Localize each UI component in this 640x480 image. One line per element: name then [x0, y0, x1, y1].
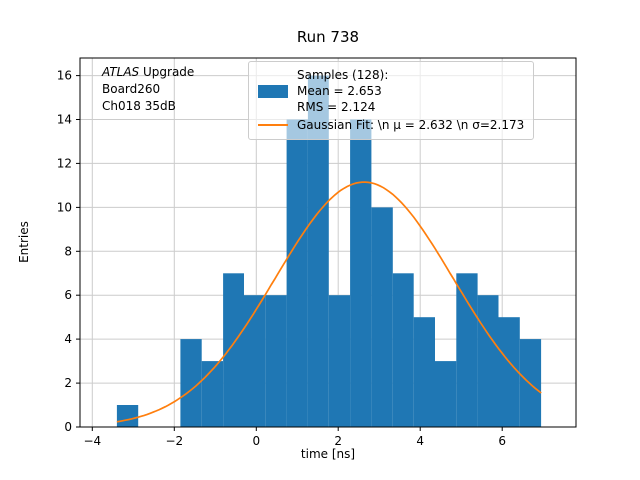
y-tick-label: 12: [57, 156, 72, 170]
histogram-bar: [413, 317, 435, 427]
legend-entry-samples: Samples (128): Mean = 2.653 RMS = 2.124: [258, 67, 524, 115]
gaussian-fit-curve: [116, 181, 542, 423]
annotation-upgrade: Upgrade: [139, 65, 195, 79]
annotation-box: ATLAS Upgrade Board260 Ch018 35dB: [102, 64, 194, 115]
legend: Samples (128): Mean = 2.653 RMS = 2.124 …: [248, 61, 535, 140]
annotation-board: Board260: [102, 82, 161, 96]
fit-line-swatch: [258, 124, 288, 126]
y-tick-label: 8: [64, 244, 72, 258]
histogram-bar: [307, 75, 329, 427]
axes-frame: [79, 57, 577, 428]
histogram-bar: [286, 119, 308, 427]
x-tick-label: 6: [498, 434, 506, 448]
samples-color-swatch: [258, 84, 288, 98]
histogram-bar: [456, 273, 478, 428]
x-tick-label: −4: [83, 434, 101, 448]
histogram-bar: [371, 207, 393, 427]
annotation-atlas: ATLAS: [102, 65, 140, 79]
histogram-bar: [265, 295, 287, 427]
samples-title: Samples (128):: [297, 68, 389, 82]
histogram-bar: [244, 295, 266, 427]
y-tick-label: 0: [64, 420, 72, 434]
y-tick-label: 14: [57, 113, 72, 127]
legend-entry-fit: Gaussian Fit: \n μ = 2.632 \n σ=2.173: [258, 117, 524, 133]
histogram-bar: [116, 405, 139, 427]
samples-rms: RMS = 2.124: [297, 100, 376, 114]
y-axis-label: Entries: [17, 221, 31, 263]
histogram-bar: [201, 361, 223, 427]
histogram-bar: [180, 339, 202, 427]
y-tick-label: 16: [57, 69, 72, 83]
x-tick-label: 2: [334, 434, 342, 448]
y-tick-label: 4: [64, 332, 72, 346]
annotation-line-1: ATLAS Upgrade: [102, 64, 194, 81]
histogram-bar: [477, 295, 499, 427]
histogram-bar: [350, 119, 372, 427]
x-axis-label: time [ns]: [300, 447, 356, 461]
annotation-channel: Ch018 35dB: [102, 99, 176, 113]
histogram-bar: [392, 273, 414, 428]
chart-title: Run 738: [296, 28, 360, 46]
x-tick-label: 4: [416, 434, 424, 448]
x-tick-label: 0: [252, 434, 260, 448]
x-tick-label: −2: [165, 434, 183, 448]
histogram-bar: [328, 295, 351, 427]
y-tick-label: 2: [64, 376, 72, 390]
y-tick-label: 6: [64, 288, 72, 302]
histogram-bar: [435, 361, 457, 427]
histogram-bar: [223, 273, 244, 428]
samples-mean: Mean = 2.653: [297, 84, 382, 98]
samples-label: Samples (128): Mean = 2.653 RMS = 2.124: [297, 67, 388, 115]
fit-label: Gaussian Fit: \n μ = 2.632 \n σ=2.173: [297, 118, 525, 132]
y-tick-label: 10: [57, 200, 72, 214]
histogram-bar: [498, 317, 520, 427]
